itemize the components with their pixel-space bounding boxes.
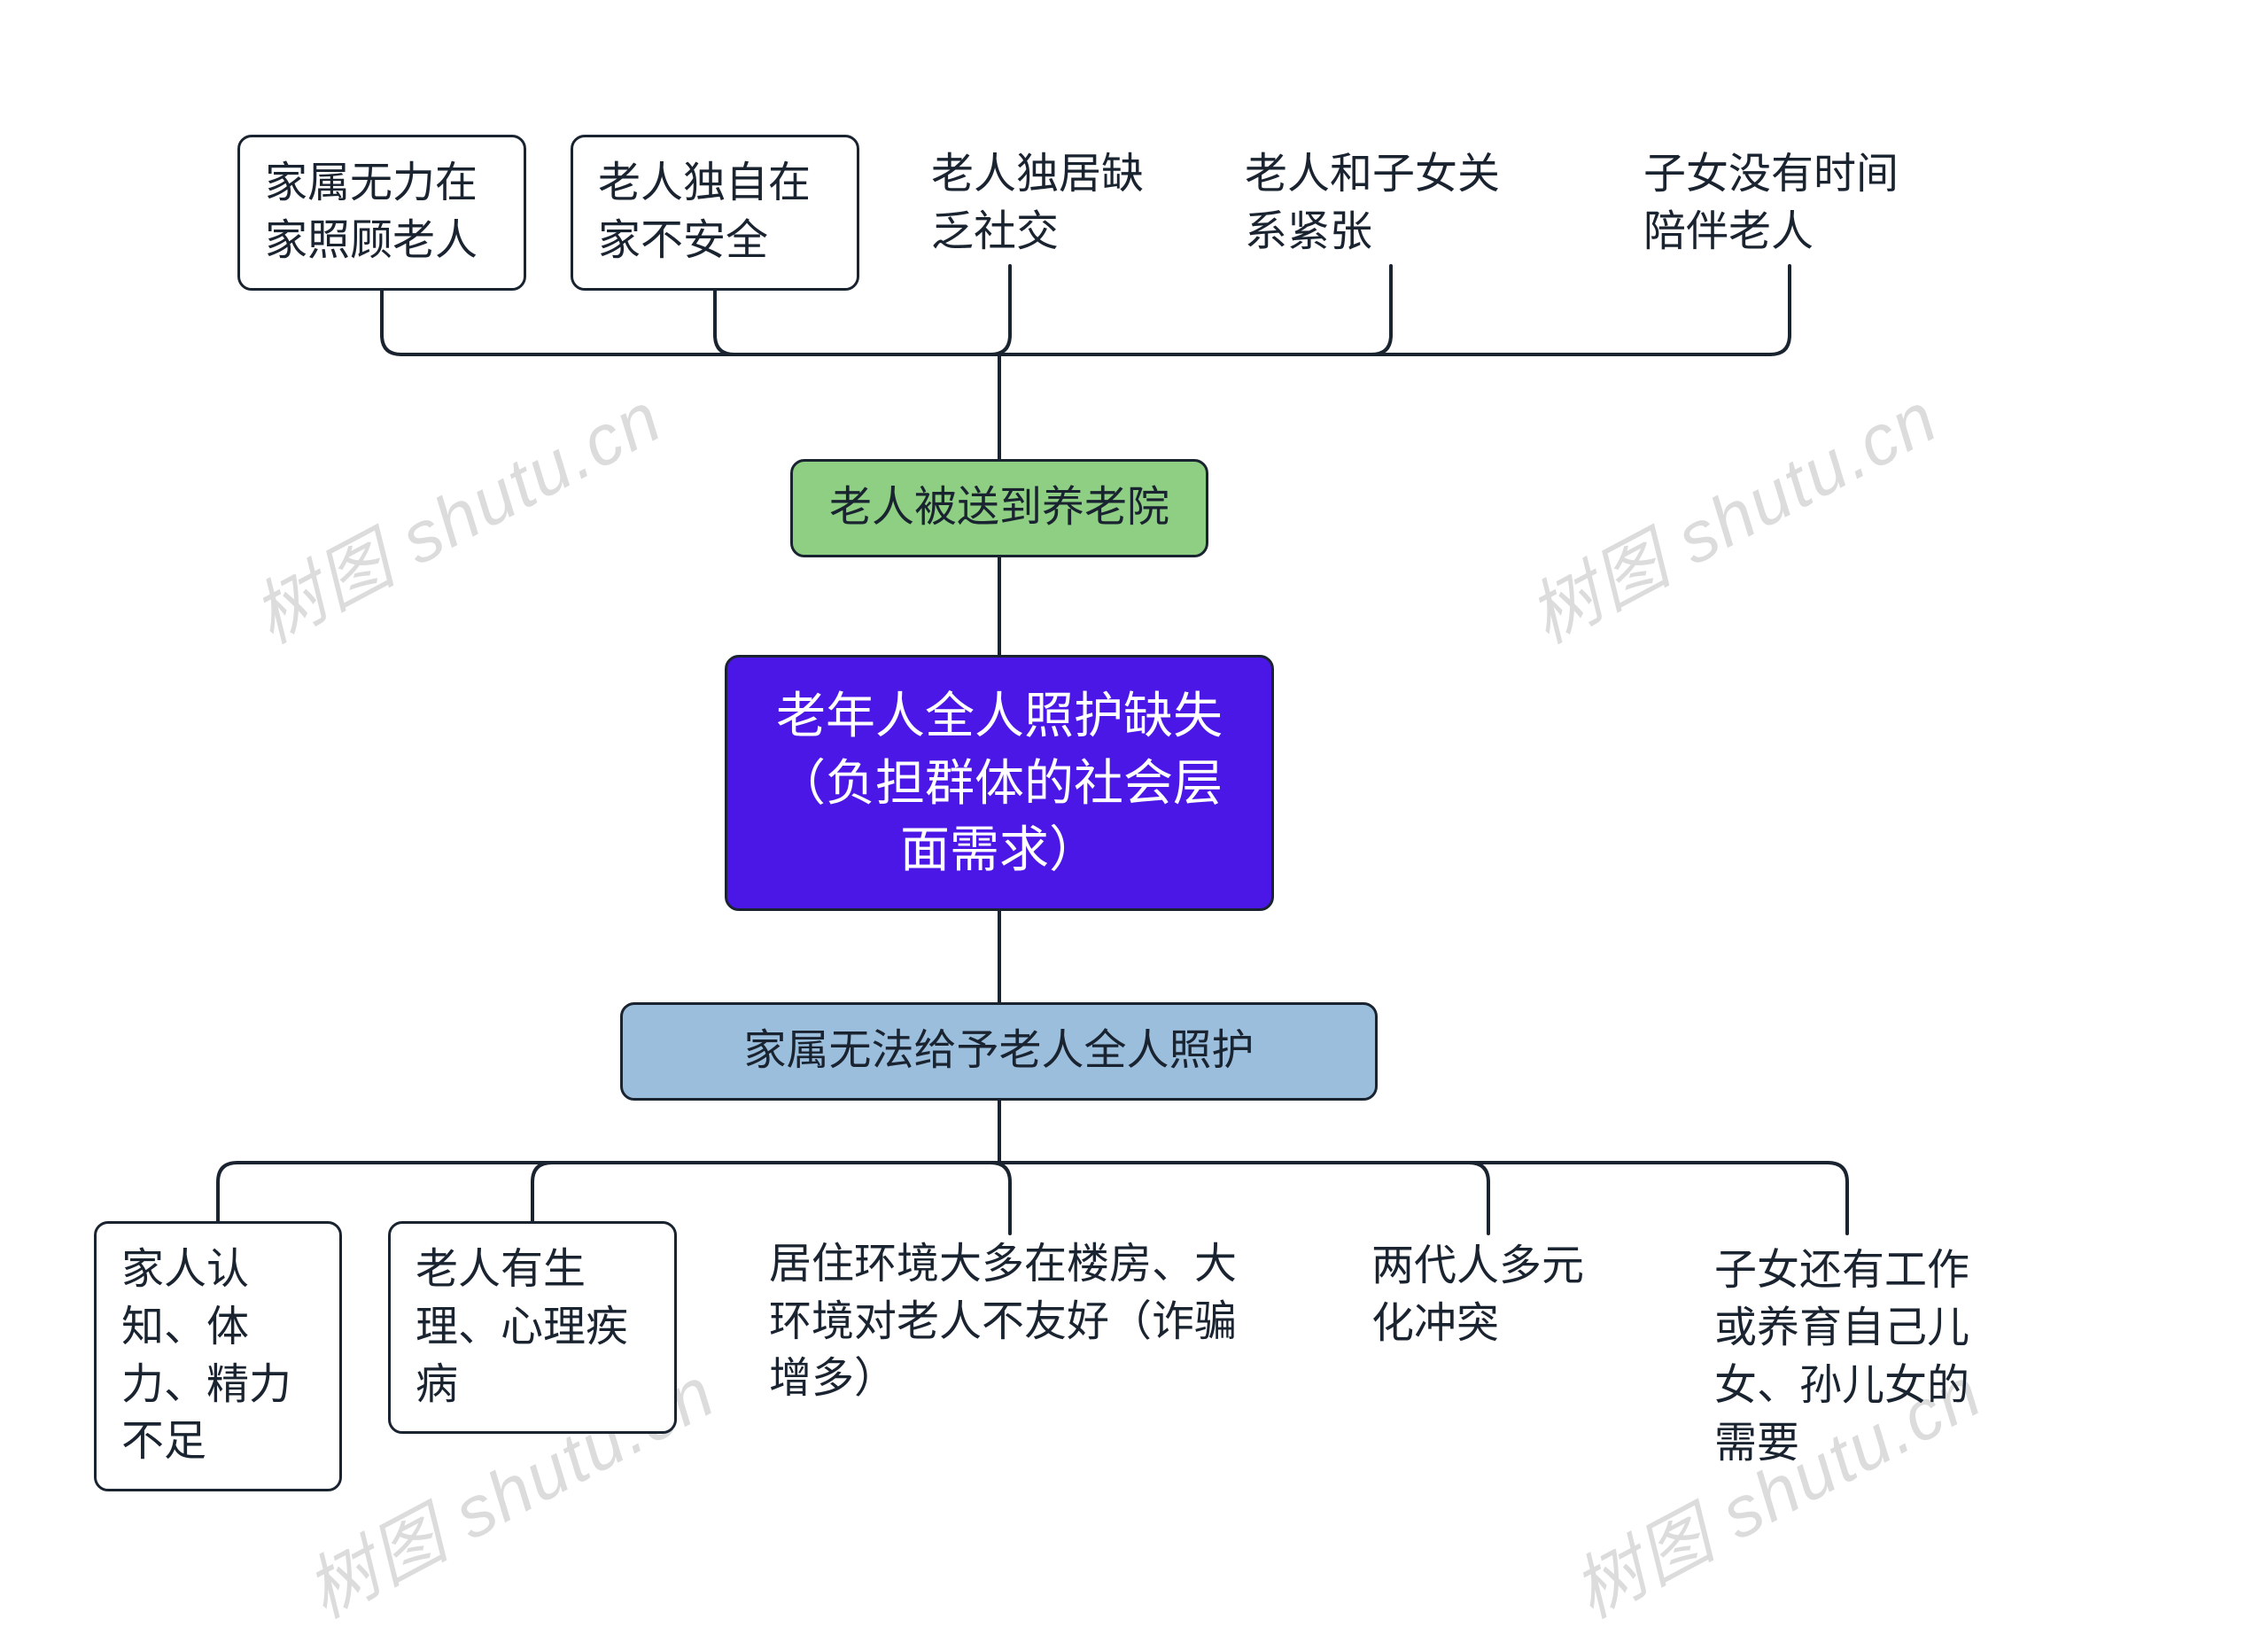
- node-label: 家人认知、体力、精力不足: [121, 1242, 315, 1471]
- node-label: 老人独居缺乏社交: [931, 146, 1153, 261]
- node-bottom-5: 子女还有工作或养育自己儿女、孙儿女的需要: [1714, 1234, 1980, 1482]
- node-label: 老人和子女关系紧张: [1245, 146, 1511, 261]
- node-top-3: 老人独居缺乏社交: [931, 146, 1153, 261]
- node-label: 老人独自在家不安全: [598, 155, 832, 270]
- node-bottom-2: 老人有生理、心理疾病: [388, 1221, 677, 1434]
- node-label: 子女没有时间陪伴老人: [1643, 146, 1909, 261]
- watermark: 树图 shutu.cn: [1508, 362, 1953, 663]
- node-top-1: 家属无力在家照顾老人: [237, 135, 526, 291]
- node-label: 居住环境大多在楼房、大环境对老人不友好（诈骗增多）: [769, 1236, 1247, 1408]
- node-label: 老人有生理、心理疾病: [416, 1242, 649, 1413]
- node-top-4: 老人和子女关系紧张: [1245, 146, 1511, 261]
- node-label: 子女还有工作或养育自己儿女、孙儿女的需要: [1714, 1242, 1980, 1472]
- node-family-cannot-care: 家属无法给予老人全人照护: [620, 1002, 1378, 1101]
- node-label: 老年人全人照护缺失（负担群体的社会层面需求）: [763, 682, 1236, 884]
- node-center-topic: 老年人全人照护缺失（负担群体的社会层面需求）: [725, 655, 1274, 911]
- node-bottom-4: 两代人多元化冲突: [1371, 1234, 1602, 1358]
- node-label: 家属无力在家照顾老人: [265, 155, 499, 270]
- node-bottom-1: 家人认知、体力、精力不足: [94, 1221, 342, 1491]
- node-label: 家属无法给予老人全人照护: [743, 1023, 1254, 1080]
- node-label: 老人被送到养老院: [829, 479, 1169, 537]
- node-bottom-3: 居住环境大多在楼房、大环境对老人不友好（诈骗增多）: [769, 1234, 1247, 1411]
- node-label: 两代人多元化冲突: [1371, 1238, 1602, 1353]
- node-top-2: 老人独自在家不安全: [571, 135, 859, 291]
- node-sent-to-nursing-home: 老人被送到养老院: [790, 459, 1208, 557]
- node-top-5: 子女没有时间陪伴老人: [1643, 146, 1909, 261]
- watermark: 树图 shutu.cn: [232, 362, 677, 663]
